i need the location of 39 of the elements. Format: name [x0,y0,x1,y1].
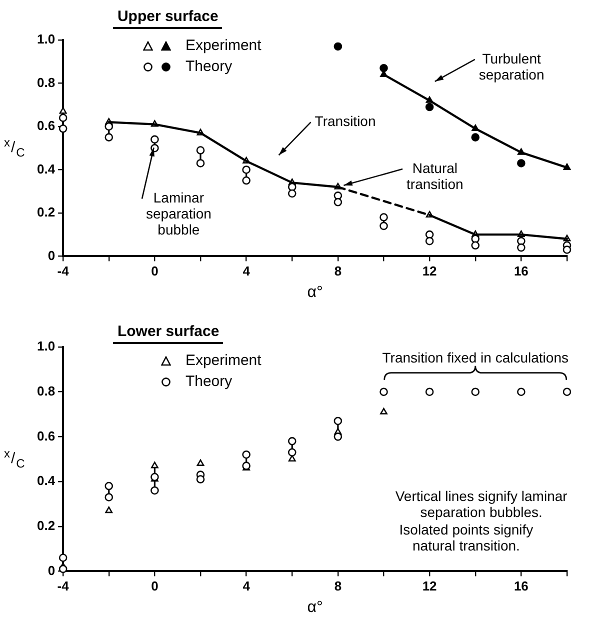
x-tick-label: 16 [514,578,528,594]
x-tick-label: 0 [151,578,158,594]
annotation: Isolated points signify natural transition. [399,522,534,554]
legend-title: Lower surface [113,323,224,344]
y-tick-label: 1.0 [36,338,56,354]
y-tick-label: 0 [48,562,56,578]
x-tick-label: 8 [334,578,342,594]
y-tick-label: 0.2 [36,518,56,533]
x-tick-label: 8 [334,264,342,279]
y-tick-label: 0.8 [36,383,56,398]
legend-label: Experiment [185,37,262,54]
annotation: Vertical lines signify laminar separation bubbles. [395,488,568,520]
x-tick-label: -4 [57,578,70,594]
x-axis-title: α° [307,284,323,301]
x-tick-label: 16 [514,264,528,279]
x-tick-label: 4 [242,264,251,279]
annotation: Transition [314,113,376,130]
x-tick-label: 12 [422,264,437,279]
y-tick-label: 0.8 [36,74,56,90]
annotation: Turbulent separation [478,50,544,82]
y-tick-label: 0.6 [36,118,56,134]
annotation: Natural transition [406,160,464,192]
y-tick-label: 0.4 [36,161,56,176]
legend-label: Theory [185,58,232,75]
legend-title: Upper surface [113,8,222,29]
y-tick-label: 0.2 [36,204,56,220]
legend-label: Experiment [185,352,262,369]
y-tick-label: 0.6 [36,428,56,444]
y-tick-label: 0 [48,248,56,263]
legend-label: Theory [185,373,232,390]
y-tick-label: 1.0 [36,32,56,47]
x-tick-label: 4 [242,578,251,594]
x-tick-label: 0 [151,264,158,279]
annotation: Transition fixed in calculations [382,350,568,366]
y-tick-label: 0.4 [36,473,56,488]
x-tick-label: 12 [422,578,437,594]
annotation: Laminar separation bubble [146,190,212,238]
x-tick-label: -4 [57,264,70,279]
x-axis-title: α° [307,598,323,616]
